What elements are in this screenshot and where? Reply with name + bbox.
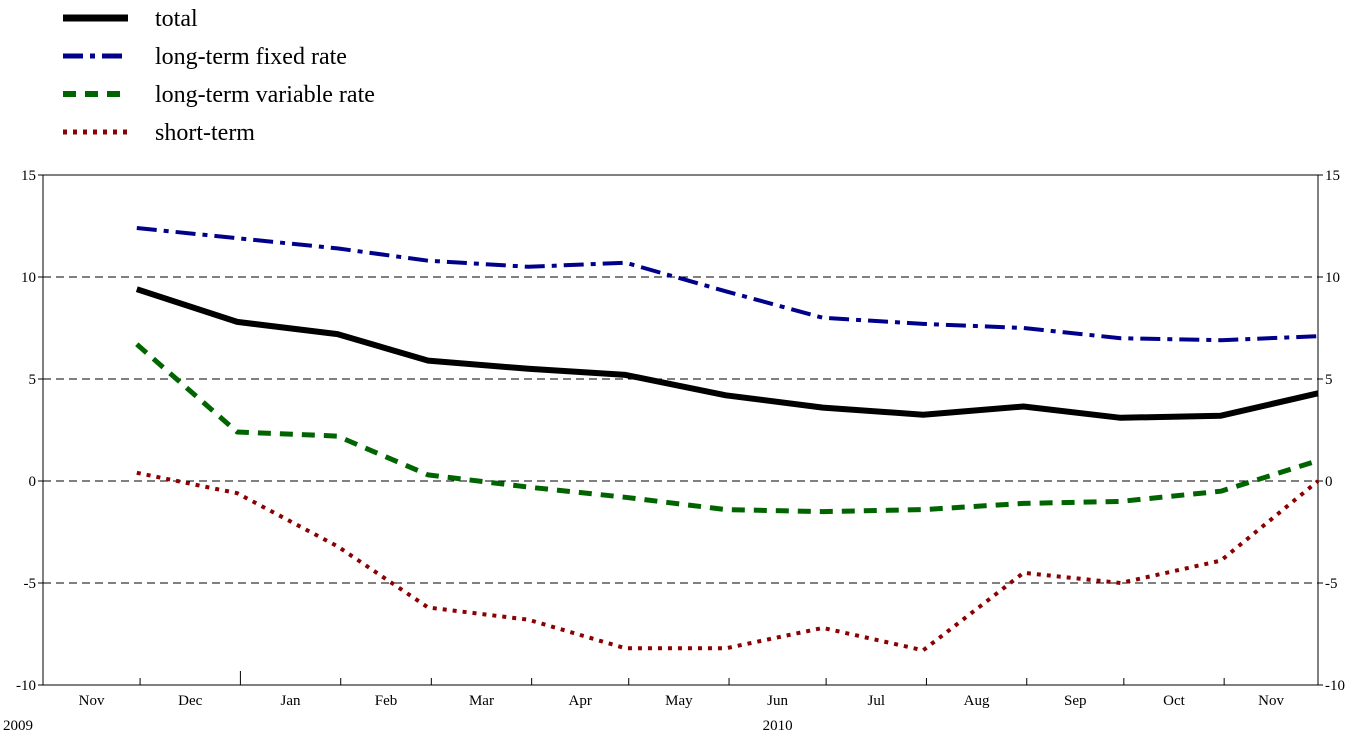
series-line-total (135, 286, 1319, 421)
x-tick-label: Jun (767, 693, 788, 709)
year-label: 2010 (763, 718, 793, 734)
x-tick-label: Jul (868, 693, 886, 709)
legend-label: total (155, 6, 198, 32)
x-tick-label: May (665, 693, 693, 709)
y-tick-label-left: 0 (29, 474, 37, 490)
y-tick-label-left: 15 (21, 168, 36, 184)
y-tick-label-left: 10 (21, 270, 36, 286)
y-tick-label-right: 15 (1325, 168, 1340, 184)
x-axis: Nov Dec Jan Feb Mar Apr May Jun Jul Aug Sep Oct Nov 2… (3, 671, 1284, 734)
legend-label: long-term variable rate (155, 82, 375, 108)
y-axis-right: 15 10 5 0 -5 -10 (1318, 168, 1345, 694)
legend-label: long-term fixed rate (155, 44, 347, 70)
series-line-long-term-fixed-rate (136, 226, 1319, 343)
series-layer (135, 226, 1320, 653)
x-tick-label: Apr (569, 693, 592, 709)
year-label: 2009 (3, 718, 33, 734)
x-tick-label: Feb (375, 693, 398, 709)
x-tick-label: Nov (1258, 693, 1284, 709)
y-tick-label-right: 0 (1325, 474, 1333, 490)
series-line-short-term (136, 470, 1320, 653)
y-tick-label-left: 5 (29, 372, 37, 388)
y-axis-left: 15 10 5 0 -5 -10 (16, 168, 43, 694)
y-tick-label-right: 10 (1325, 270, 1340, 286)
plot-frame (42, 174, 1319, 686)
y-tick-label-left: -5 (24, 576, 37, 592)
x-tick-label: Jan (281, 693, 301, 709)
plot-area (42, 174, 1320, 686)
x-tick-label: Mar (469, 693, 494, 709)
x-tick-label: Aug (964, 693, 990, 709)
y-tick-label-left: -10 (16, 678, 36, 694)
series-line-long-term-variable-rate (135, 342, 1319, 515)
x-tick-label: Oct (1163, 693, 1185, 709)
x-tick-label: Sep (1064, 693, 1087, 709)
y-tick-label-right: -5 (1325, 576, 1338, 592)
x-tick-label: Nov (79, 693, 105, 709)
legend: total long-term fixed rate long-term varia… (63, 6, 375, 146)
y-tick-label-right: -10 (1325, 678, 1345, 694)
legend-label: short-term (155, 120, 255, 146)
y-tick-label-right: 5 (1325, 372, 1333, 388)
x-tick-label: Dec (178, 693, 202, 709)
